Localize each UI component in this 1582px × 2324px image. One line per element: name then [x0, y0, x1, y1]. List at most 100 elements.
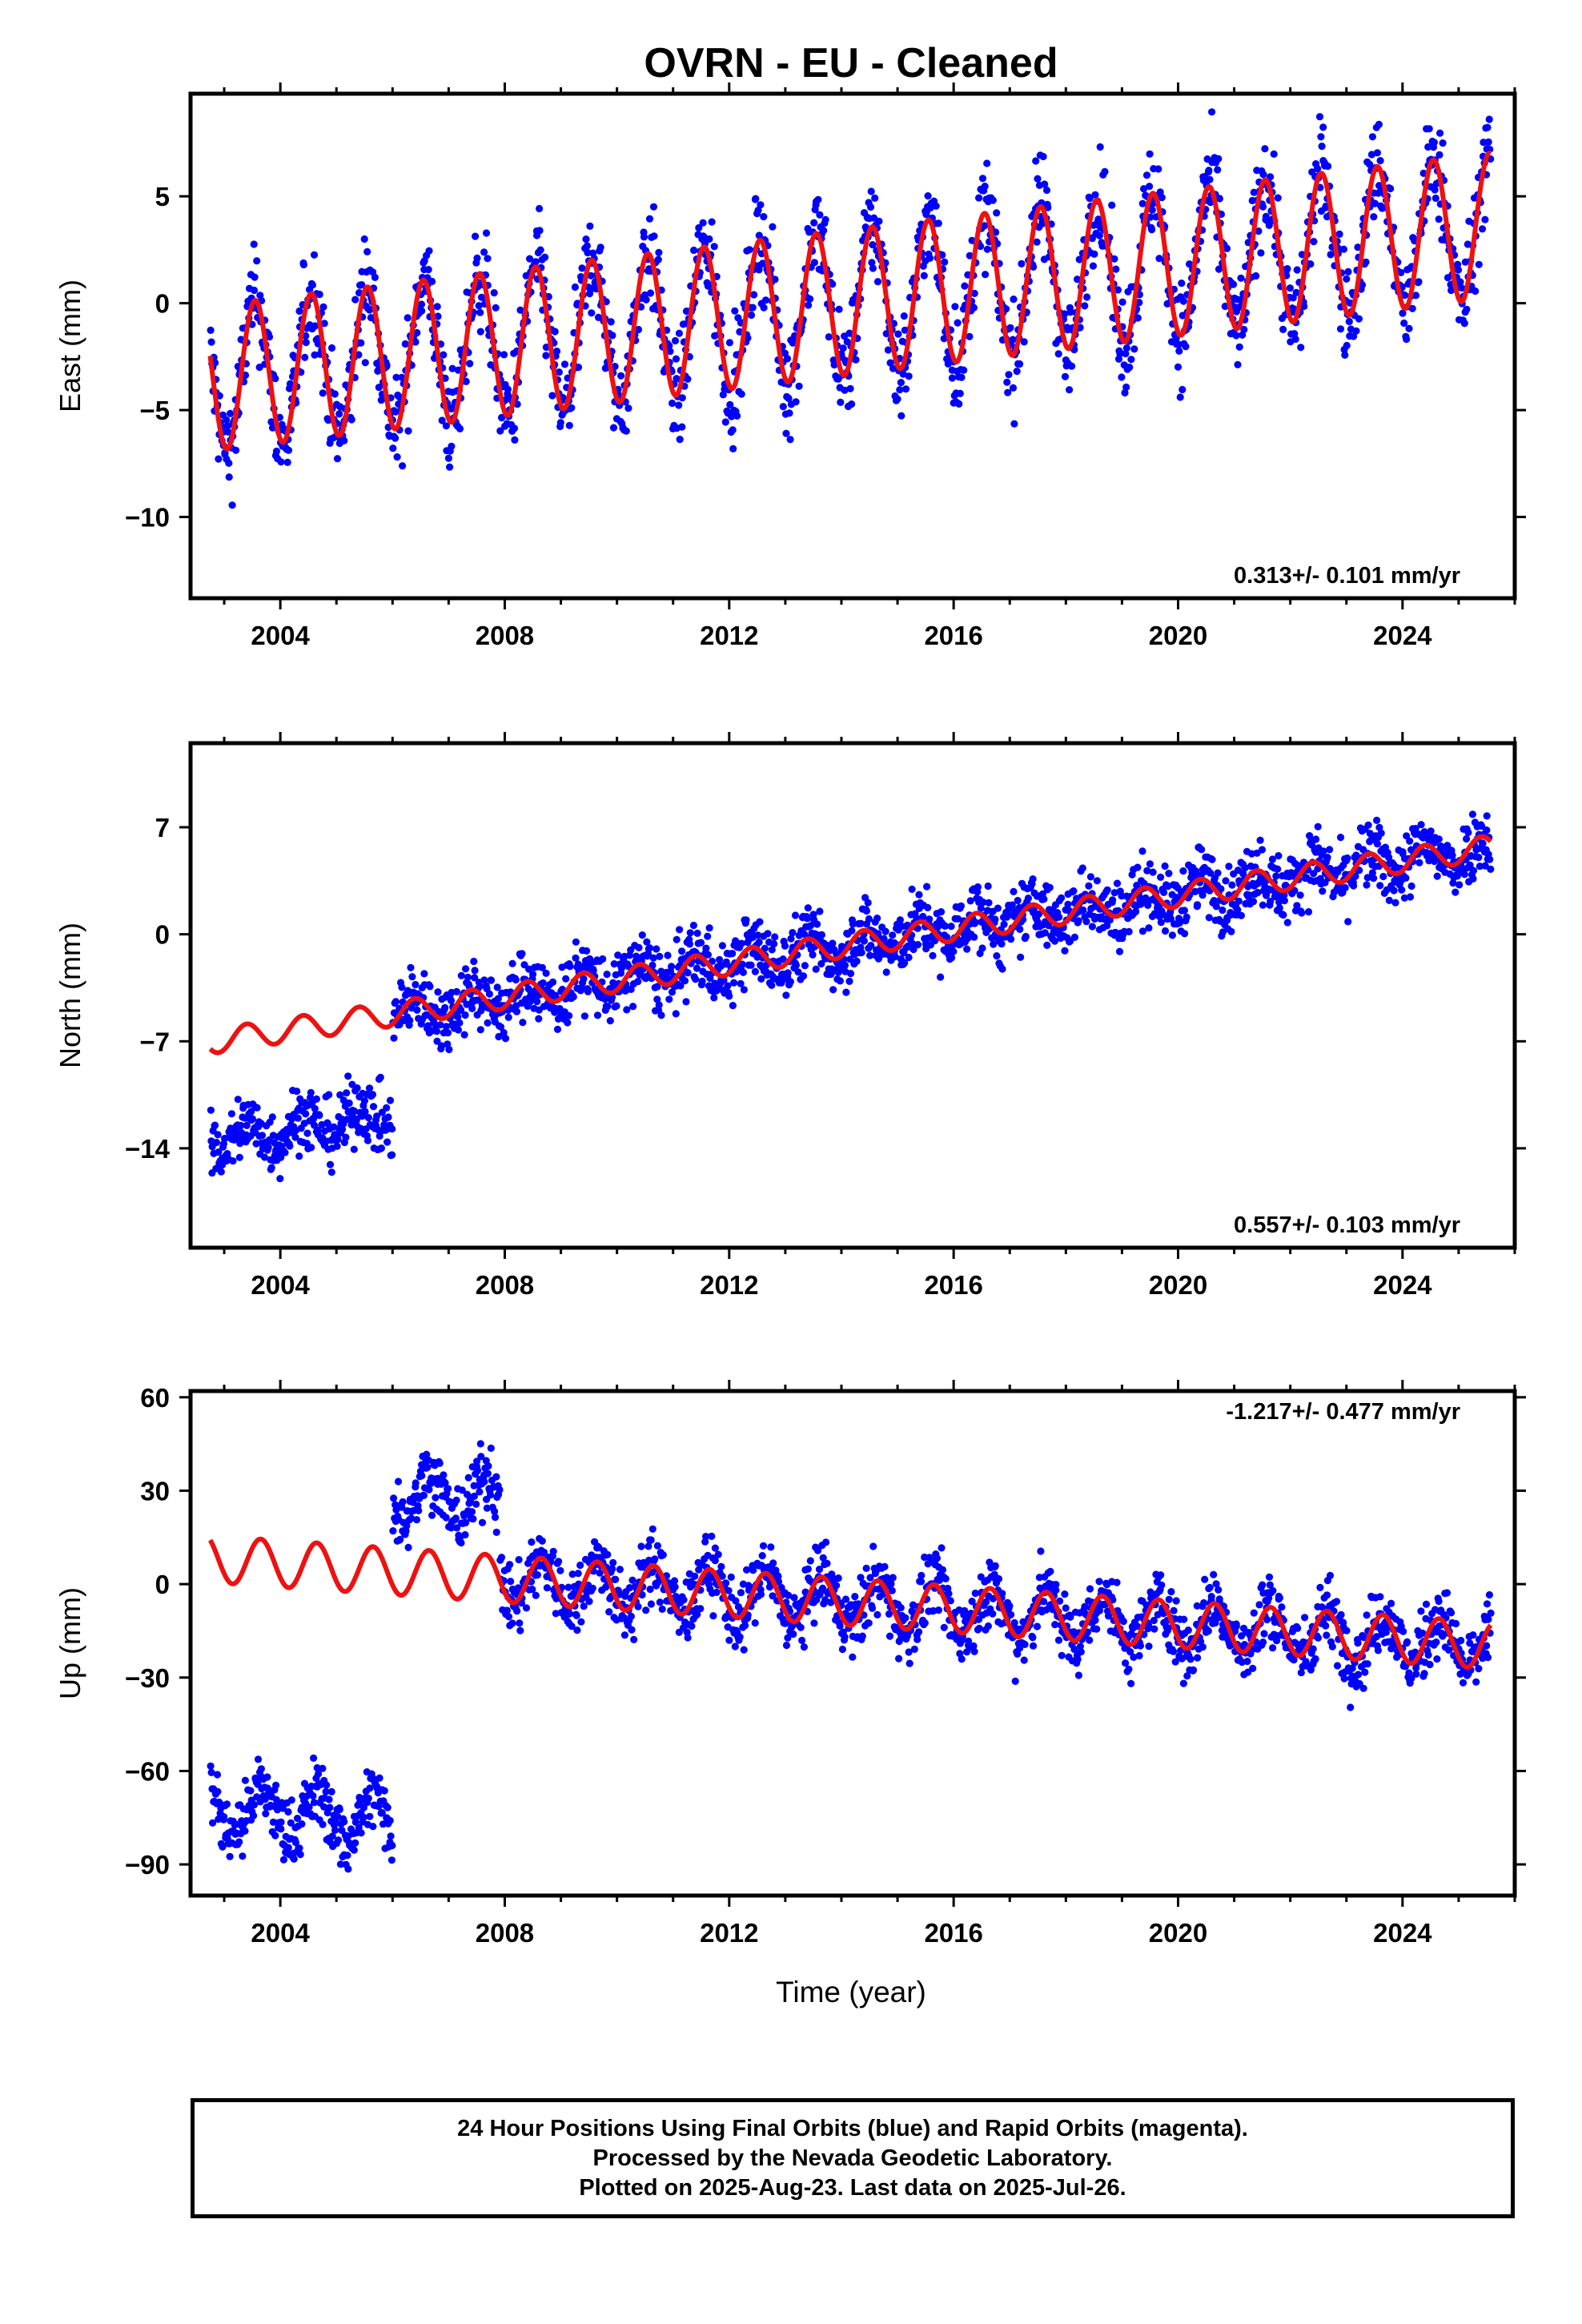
data-point — [958, 373, 966, 381]
data-point — [731, 1642, 739, 1651]
data-point — [364, 1795, 372, 1803]
data-point — [487, 1444, 495, 1452]
data-point — [737, 1589, 745, 1597]
data-point — [941, 922, 950, 930]
data-point — [868, 259, 876, 267]
data-point — [1300, 302, 1308, 311]
data-point — [805, 301, 813, 309]
data-point — [484, 1019, 492, 1027]
data-point — [498, 413, 506, 422]
data-point — [442, 1514, 450, 1522]
data-point — [284, 1844, 292, 1852]
data-point — [889, 931, 897, 939]
data-point — [1214, 869, 1222, 877]
data-point — [810, 1619, 818, 1627]
data-point — [476, 1026, 484, 1034]
data-point — [1134, 863, 1142, 871]
data-point — [501, 1035, 510, 1043]
data-point — [782, 991, 790, 999]
data-point — [1345, 317, 1353, 326]
data-point — [1296, 891, 1304, 899]
data-point — [320, 320, 328, 328]
data-point — [650, 232, 658, 240]
data-point — [678, 947, 686, 955]
data-point — [821, 215, 829, 223]
data-point — [580, 1602, 588, 1610]
data-point — [680, 1596, 688, 1604]
data-point — [325, 1091, 333, 1099]
data-point — [387, 1856, 396, 1864]
data-point — [891, 953, 899, 961]
data-point — [209, 1819, 217, 1827]
data-point — [975, 194, 983, 202]
data-point — [1390, 887, 1398, 895]
data-point — [822, 1538, 830, 1546]
x-tick-label: 2012 — [700, 1270, 758, 1300]
data-point — [328, 1832, 336, 1840]
data-point — [604, 1003, 612, 1011]
data-point — [966, 332, 974, 340]
data-point — [836, 1622, 844, 1630]
data-point — [1050, 937, 1059, 945]
data-point — [1371, 199, 1379, 207]
data-point — [1208, 108, 1216, 116]
data-point — [1044, 203, 1052, 211]
data-point — [647, 1600, 656, 1608]
x-tick-label: 2024 — [1373, 621, 1432, 650]
data-point — [989, 196, 997, 204]
data-point — [542, 969, 550, 977]
data-point — [829, 939, 837, 947]
data-point — [319, 1820, 327, 1828]
data-point — [713, 987, 721, 995]
data-point — [515, 1556, 523, 1564]
data-point — [319, 389, 327, 397]
data-point — [838, 1645, 846, 1654]
data-point — [1205, 914, 1213, 922]
data-point — [1252, 271, 1260, 280]
data-point — [616, 1566, 624, 1574]
data-point — [580, 1012, 589, 1020]
data-point — [792, 398, 800, 406]
data-point — [1239, 870, 1247, 878]
data-point — [862, 1564, 870, 1572]
data-point — [1472, 287, 1480, 296]
data-point — [1004, 911, 1012, 919]
data-point — [404, 427, 412, 435]
data-point — [586, 222, 594, 230]
data-point — [1407, 882, 1415, 891]
data-point — [1350, 882, 1358, 890]
data-point — [1431, 194, 1439, 203]
data-point — [427, 1479, 435, 1487]
data-point — [283, 458, 291, 467]
data-point — [538, 1537, 546, 1545]
data-point — [253, 257, 261, 265]
data-point — [1103, 886, 1111, 894]
data-point — [823, 1559, 831, 1567]
data-point — [1427, 827, 1435, 835]
data-point — [991, 915, 999, 923]
data-point — [364, 1114, 372, 1122]
data-point — [276, 1175, 284, 1183]
data-point — [265, 333, 274, 341]
data-point — [675, 401, 683, 409]
y-tick-label: 5 — [155, 182, 170, 211]
data-point — [376, 1073, 384, 1081]
data-point — [386, 1096, 395, 1104]
data-point — [684, 375, 692, 383]
data-point — [1355, 315, 1363, 323]
data-point — [869, 264, 877, 272]
data-point — [803, 915, 811, 923]
data-point — [272, 1781, 280, 1789]
data-point — [389, 444, 397, 452]
data-point — [1178, 279, 1186, 287]
data-point — [512, 1002, 520, 1010]
data-point — [1307, 260, 1315, 268]
data-point — [311, 322, 319, 330]
data-point — [954, 319, 962, 327]
data-point — [477, 1453, 485, 1461]
data-point — [513, 400, 521, 408]
data-point — [318, 1120, 326, 1129]
data-point — [814, 195, 822, 203]
data-point — [1433, 872, 1441, 880]
